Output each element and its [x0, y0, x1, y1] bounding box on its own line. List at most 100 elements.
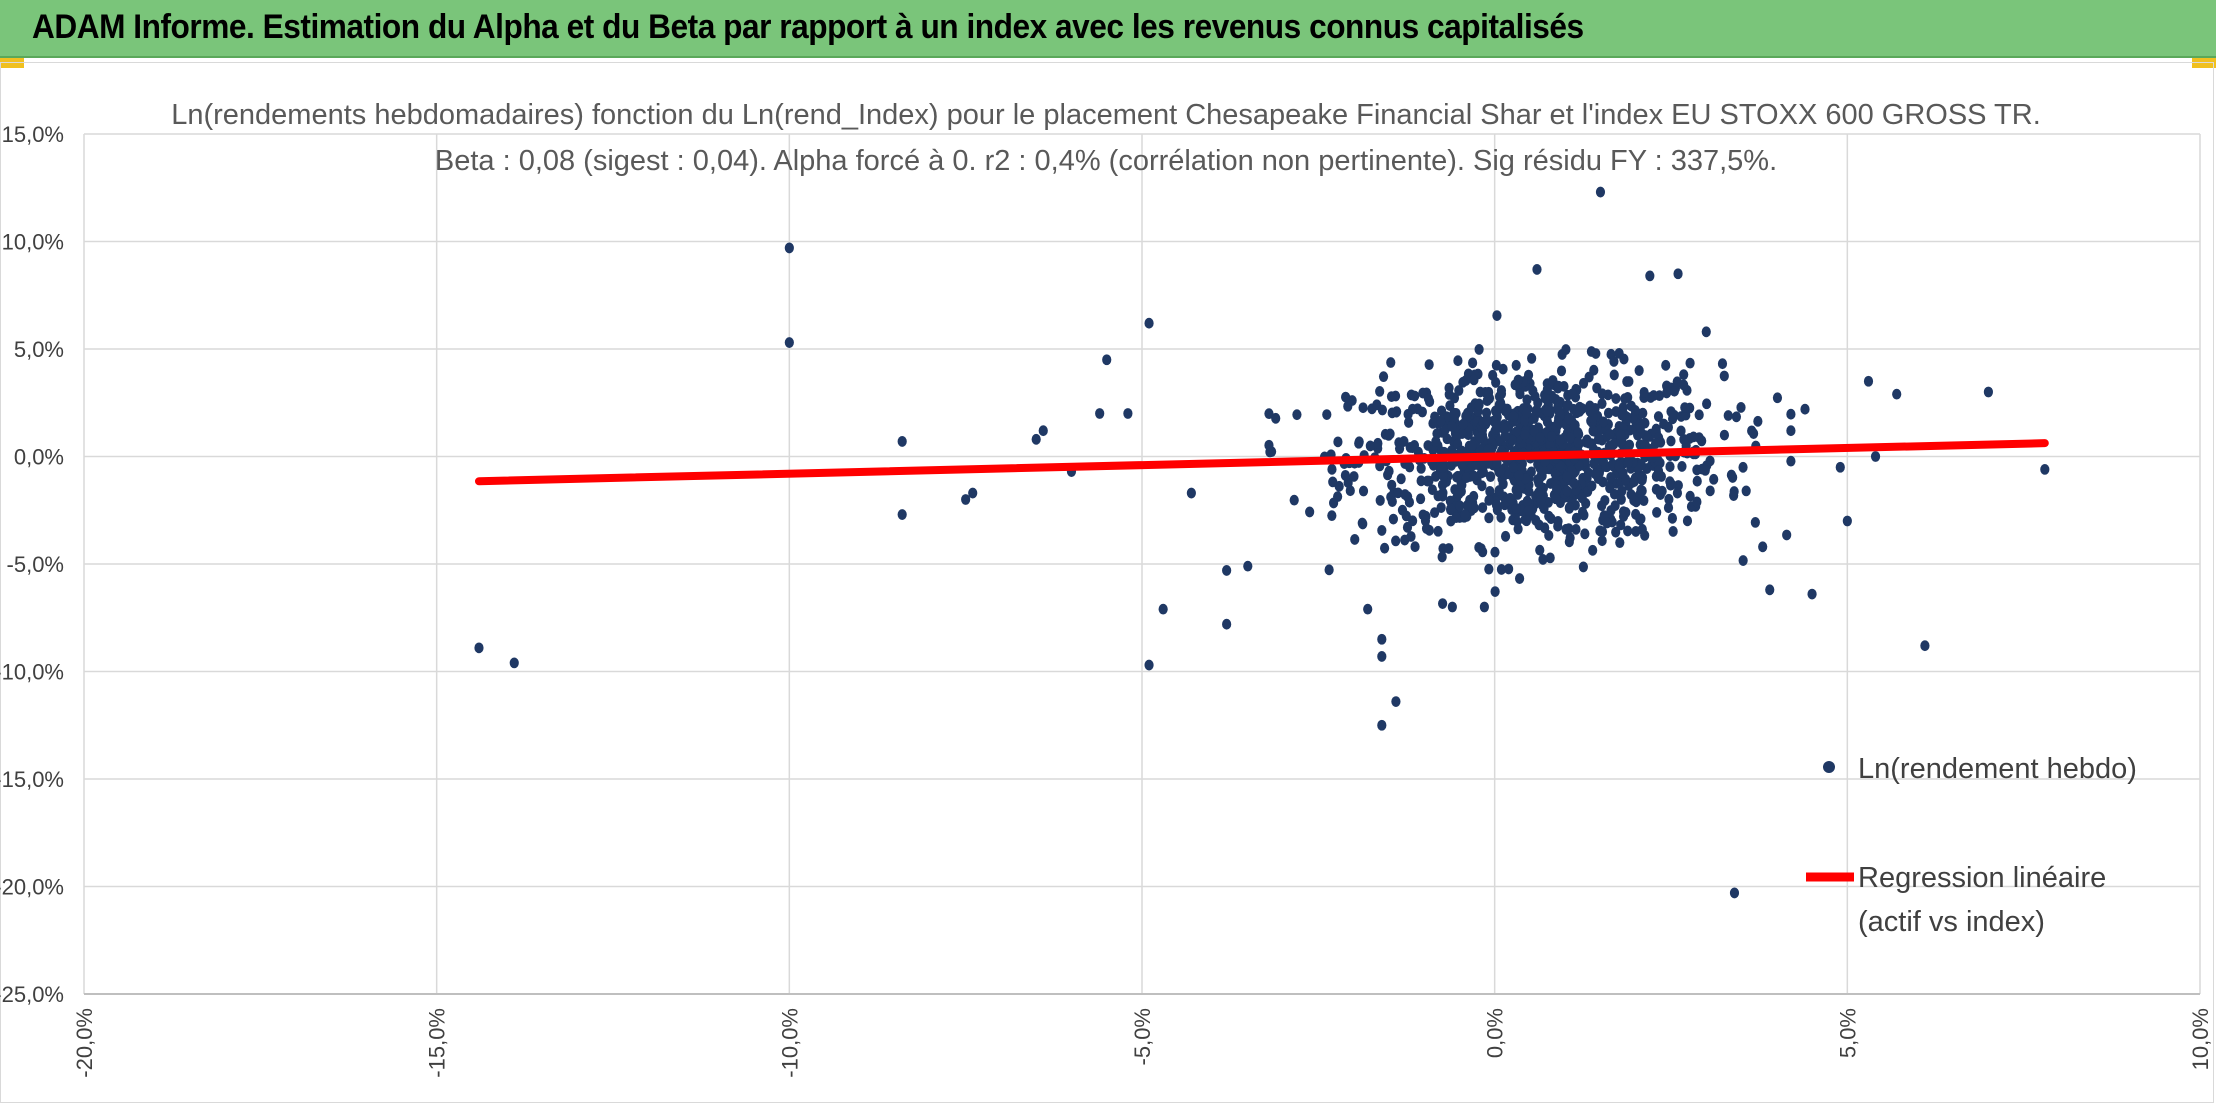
data-point [1748, 428, 1759, 439]
data-point [1475, 386, 1485, 398]
data-point [2040, 464, 2050, 475]
data-point [1609, 356, 1619, 367]
data-point [1603, 407, 1614, 419]
data-point [1666, 435, 1676, 447]
data-point [1535, 544, 1545, 556]
data-point [1123, 408, 1133, 419]
data-point [1520, 429, 1530, 441]
data-point [1620, 393, 1630, 405]
data-point [1591, 348, 1601, 359]
data-point [1514, 470, 1524, 482]
data-point [1243, 560, 1253, 572]
data-point [1753, 415, 1763, 427]
x-tick-label: 10,0% [2188, 1008, 2213, 1070]
data-point [1575, 405, 1585, 417]
data-point [1611, 526, 1621, 538]
data-point [1477, 502, 1488, 513]
data-point [1758, 541, 1768, 553]
data-point [1431, 470, 1441, 482]
data-point [1616, 519, 1626, 531]
data-point [1522, 495, 1532, 507]
data-point [1031, 433, 1041, 445]
data-point [1365, 440, 1375, 452]
data-point [1431, 436, 1441, 447]
data-point [1630, 405, 1640, 416]
data-point [1264, 439, 1274, 451]
data-point [1672, 376, 1682, 388]
data-point [1505, 492, 1515, 504]
data-point [1523, 505, 1533, 517]
data-point [1377, 651, 1387, 662]
data-point [1428, 444, 1438, 456]
chart-title-line-2: Beta : 0,08 (sigest : 0,04). Alpha forcé… [435, 145, 1777, 177]
data-point [1387, 407, 1397, 419]
data-point [1538, 554, 1548, 565]
data-point [1482, 414, 1492, 426]
data-point [1378, 371, 1389, 383]
data-point [1514, 573, 1525, 584]
data-point [1595, 186, 1606, 198]
data-point [1271, 412, 1281, 424]
data-point [1563, 413, 1574, 425]
data-point [897, 436, 907, 447]
data-point [1615, 429, 1626, 441]
data-point [1447, 420, 1457, 432]
data-point [1685, 357, 1695, 369]
y-tick-label: -15,0% [0, 767, 64, 792]
data-point [1573, 437, 1583, 448]
data-point [1807, 588, 1817, 600]
data-point [1358, 485, 1369, 497]
data-point [1636, 513, 1646, 525]
data-point [1679, 369, 1689, 381]
data-point [1677, 461, 1687, 472]
y-tick-label: 10,0% [2, 230, 64, 255]
data-point [1436, 405, 1447, 417]
data-point [1438, 470, 1448, 482]
data-point [1786, 425, 1796, 437]
data-point [1679, 434, 1689, 445]
data-point [1474, 399, 1484, 411]
data-point [1688, 431, 1699, 443]
data-point [1552, 483, 1562, 495]
data-point [1521, 473, 1531, 485]
data-point [1645, 270, 1655, 282]
data-point [1386, 391, 1397, 403]
data-point [1623, 525, 1633, 537]
data-point [1462, 499, 1472, 511]
scatter-points [474, 186, 2050, 899]
data-point [1621, 507, 1631, 518]
data-point [1550, 467, 1560, 479]
data-point [1667, 512, 1678, 524]
data-point [1597, 388, 1607, 400]
data-point [1786, 408, 1796, 420]
data-point [1593, 433, 1604, 445]
data-point [1553, 516, 1563, 527]
data-point [1393, 487, 1403, 499]
data-point [1617, 485, 1627, 497]
data-point [1417, 406, 1427, 418]
data-point [1494, 485, 1504, 496]
data-point [1564, 523, 1574, 534]
data-point [1521, 515, 1532, 527]
data-point [1983, 386, 1993, 398]
data-point [1373, 437, 1383, 449]
data-point [1305, 506, 1315, 518]
data-point [1511, 359, 1521, 371]
data-point [1719, 429, 1730, 441]
data-point [1341, 391, 1351, 403]
data-point [1527, 353, 1537, 364]
data-point [1333, 436, 1343, 448]
data-point [1327, 463, 1337, 475]
data-point [1522, 394, 1532, 406]
data-point [1485, 471, 1496, 483]
data-point [1587, 480, 1597, 492]
data-point [1629, 494, 1639, 506]
data-point [1458, 376, 1468, 388]
data-point [1404, 417, 1414, 428]
data-point [1446, 503, 1456, 515]
data-point [1475, 431, 1485, 443]
data-point [1542, 384, 1552, 395]
data-point [1571, 523, 1581, 535]
data-point [1609, 369, 1619, 381]
data-point [1391, 535, 1401, 547]
